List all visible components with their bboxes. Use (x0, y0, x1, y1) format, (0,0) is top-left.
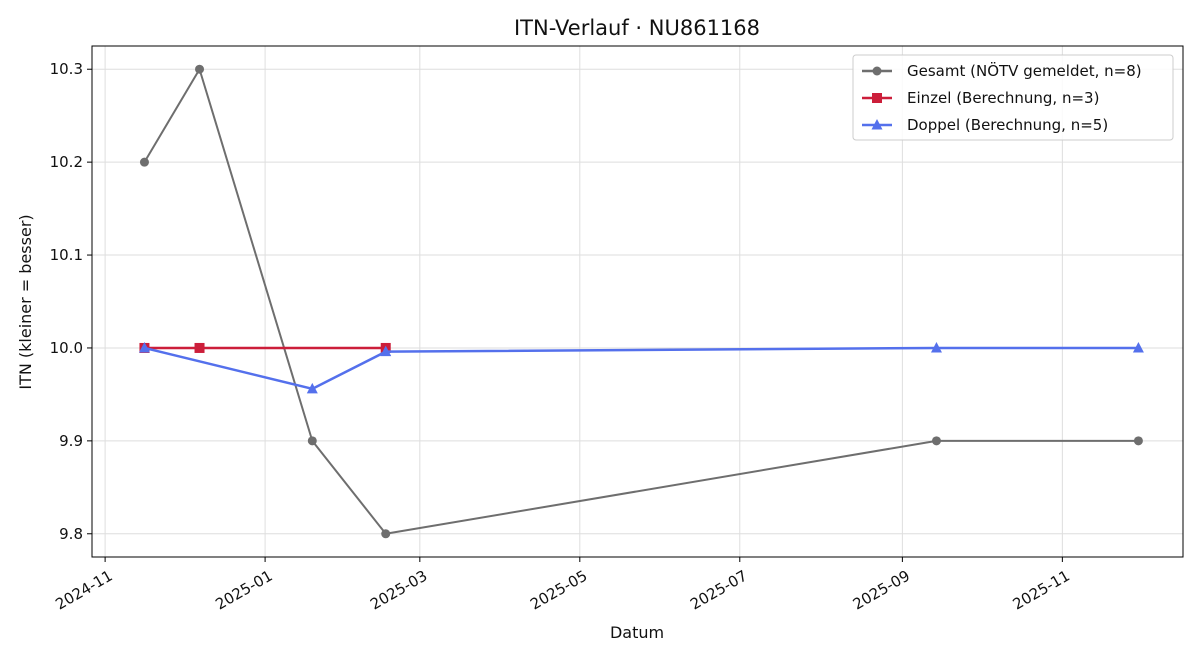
data-point-triangle-marker (306, 382, 318, 394)
y-tick-label: 10.2 (50, 153, 83, 171)
y-tick-label: 10.3 (50, 60, 83, 78)
x-axis-label: Datum (610, 623, 664, 642)
legend: Gesamt (NÖTV gemeldet, n=8) Einzel (Berec… (852, 54, 1174, 141)
data-point-triangle-marker (380, 345, 392, 357)
x-tick-label: 2025-07 (687, 567, 750, 614)
data-point-circle-marker (1133, 436, 1143, 446)
y-tick-label: 9.8 (59, 525, 83, 543)
series-line (143, 68, 1139, 535)
series-layer (138, 64, 1144, 539)
x-tick-label: 2025-11 (1010, 567, 1073, 614)
y-tick-label: 10.0 (50, 339, 83, 357)
data-point-triangle-marker (930, 341, 942, 353)
x-tick-label: 2025-09 (850, 567, 913, 614)
axis-ticks: 9.8 9.9 10.0 10.1 10.2 10.3 2024-11 2025-01 2025… (50, 60, 1073, 613)
legend-label: Doppel (Berechnung, n=5) (907, 116, 1108, 134)
x-tick-label: 2025-05 (527, 567, 590, 614)
data-point-circle-marker (139, 157, 149, 167)
series-line (144, 346, 1139, 391)
x-tick-label: 2024-11 (52, 567, 115, 614)
legend-triangle-marker (871, 119, 883, 130)
data-point-circle-marker (195, 64, 205, 74)
chart-title: ITN-Verlauf · NU861168 (514, 16, 760, 40)
data-point-circle-marker (381, 529, 391, 539)
legend-item-2: Einzel (Berechnung, n=3) (862, 89, 1099, 107)
legend-square-marker (872, 93, 882, 103)
legend-circle-marker (872, 66, 882, 76)
data-point-triangle-marker (138, 341, 150, 353)
legend-item-1: Gesamt (NÖTV gemeldet, n=8) (862, 61, 1142, 80)
plot-frame (91, 45, 1184, 558)
y-tick-label: 9.9 (59, 432, 83, 450)
y-axis-label: ITN (kleiner = besser) (16, 214, 35, 389)
data-point-triangle-marker (1132, 341, 1144, 353)
x-tick-label: 2025-03 (367, 567, 430, 614)
legend-label: Einzel (Berechnung, n=3) (907, 89, 1099, 107)
data-point-circle-marker (931, 436, 941, 446)
legend-label: Gesamt (NÖTV gemeldet, n=8) (907, 61, 1142, 80)
legend-item-3: Doppel (Berechnung, n=5) (862, 116, 1108, 134)
data-point-circle-marker (307, 436, 317, 446)
series-1 (139, 64, 1143, 539)
series-3 (138, 341, 1144, 394)
data-point-square-marker (194, 342, 205, 353)
x-tick-label: 2025-01 (212, 567, 275, 614)
legend-box (852, 54, 1174, 141)
y-tick-label: 10.1 (50, 246, 83, 264)
